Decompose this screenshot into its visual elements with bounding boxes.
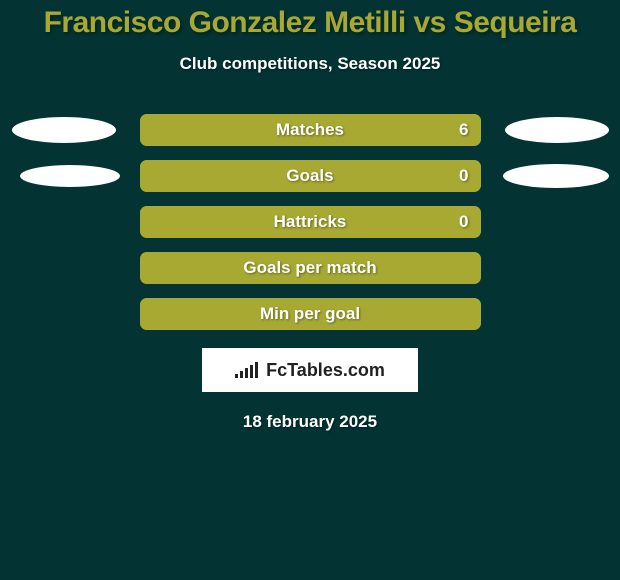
left-slot [0,165,140,187]
stat-value: 0 [459,166,468,186]
logo-box: FcTables.com [202,348,418,392]
right-slot [481,117,620,143]
stat-label: Goals [286,166,333,186]
page-subtitle: Club competitions, Season 2025 [0,54,620,74]
legend-ellipse-left [20,165,120,187]
stat-row: Min per goal [0,298,620,330]
stat-bar: Goals 0 [140,160,481,192]
stat-bar: Min per goal [140,298,481,330]
comparison-chart: Matches 6 Goals 0 Hattricks 0 Goals per match M… [0,114,620,330]
stat-label: Matches [276,120,344,140]
legend-ellipse-right [503,164,609,188]
stat-row: Hattricks 0 [0,206,620,238]
legend-ellipse-left [12,117,116,143]
legend-ellipse-right [505,117,609,143]
barchart-icon [235,362,260,378]
left-slot [0,117,140,143]
stat-value: 6 [459,120,468,140]
stat-bar: Hattricks 0 [140,206,481,238]
stat-row: Goals 0 [0,160,620,192]
stat-label: Hattricks [274,212,347,232]
stat-label: Min per goal [260,304,360,324]
stat-row: Goals per match [0,252,620,284]
stat-value: 0 [459,212,468,232]
stat-row: Matches 6 [0,114,620,146]
right-slot [481,164,620,188]
logo-text: FcTables.com [266,360,385,381]
page-title: Francisco Gonzalez Metilli vs Sequeira [0,0,620,40]
date-line: 18 february 2025 [0,412,620,432]
stat-bar: Matches 6 [140,114,481,146]
stat-bar: Goals per match [140,252,481,284]
stat-label: Goals per match [243,258,376,278]
